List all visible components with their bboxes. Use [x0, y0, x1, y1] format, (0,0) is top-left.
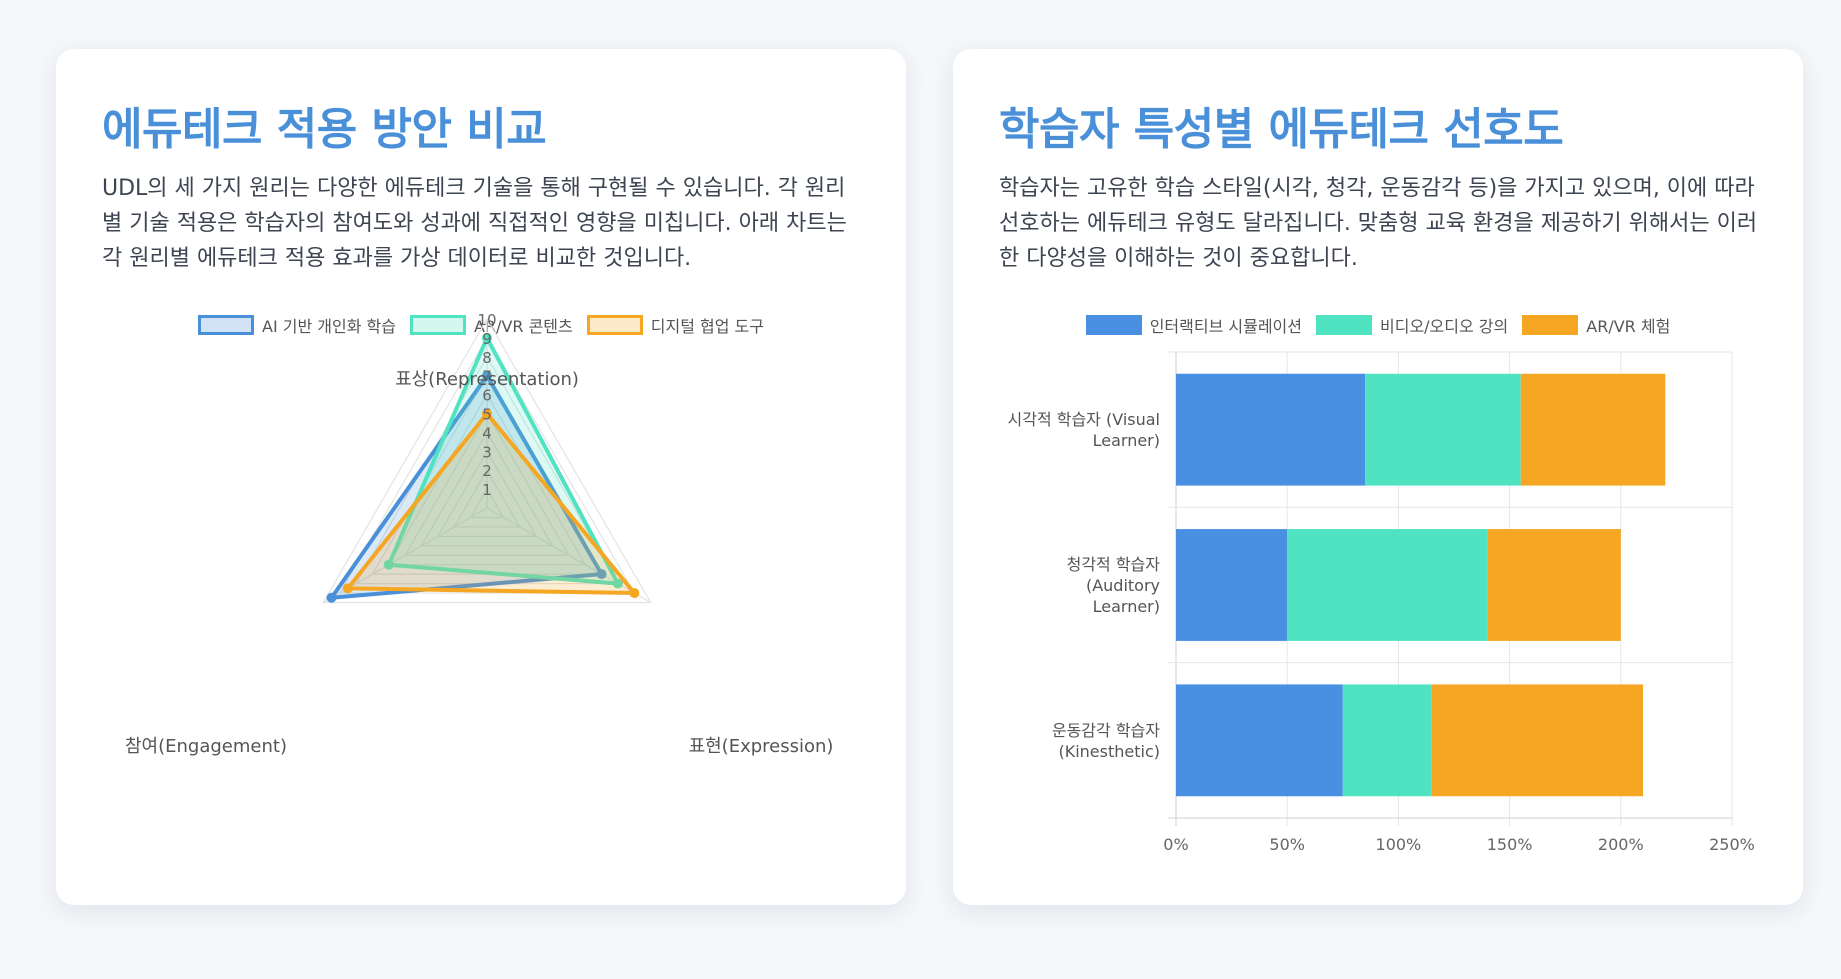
- radar-tick-label: 4: [482, 424, 492, 442]
- legend-item[interactable]: 인터랙티브 시뮬레이션: [1085, 313, 1302, 337]
- bar-card-title: 학습자 특성별 에듀테크 선호도: [999, 104, 1564, 155]
- radar-point: [342, 583, 353, 594]
- legend-swatch: [1522, 315, 1579, 335]
- y-category-label-line: (Auditory: [1086, 576, 1160, 595]
- y-category-label-line: Learner): [1093, 431, 1160, 450]
- legend-item[interactable]: 디지털 협업 도구: [586, 313, 764, 337]
- bar-legend: 인터랙티브 시뮬레이션 비디오/오디오 강의 AR/VR 체험: [953, 313, 1803, 337]
- radar-card: 에듀테크 적용 방안 비교 UDL의 세 가지 원리는 다양한 에듀테크 기술을…: [56, 49, 906, 905]
- radar-point: [482, 408, 492, 419]
- radar-axis-labels: 표상(Representation) 표현(Expression) 참여(Engag…: [125, 369, 833, 757]
- legend-label: AR/VR 체험: [1586, 317, 1671, 336]
- legend-swatch: [198, 315, 255, 335]
- radar-card-title: 에듀테크 적용 방안 비교: [102, 104, 547, 155]
- y-category-label-line: 시각적 학습자 (Visual: [1008, 410, 1161, 429]
- y-category-label-line: Learner): [1093, 597, 1160, 616]
- bar-segment: [1431, 684, 1644, 797]
- y-category-label-line: 운동감각 학습자: [1052, 721, 1160, 740]
- radar-axis-label: 표상(Representation): [395, 369, 579, 390]
- bar-segment: [1176, 529, 1288, 641]
- x-tick-label: 50%: [1269, 835, 1305, 854]
- bar-card: 학습자 특성별 에듀테크 선호도 학습자는 고유한 학습 스타일(시각, 청각,…: [953, 49, 1803, 905]
- legend-swatch: [586, 315, 643, 335]
- legend-label: 비디오/오디오 강의: [1380, 317, 1509, 336]
- radar-axis-label: 참여(Engagement): [125, 736, 287, 757]
- y-category-label: 시각적 학습자 (Visual Learner): [1008, 410, 1161, 450]
- stacked-bar-chart: 0% 50% 100% 150% 200% 250% 시각적 학습자 (Visual Lear…: [1008, 351, 1755, 854]
- legend-swatch: [1085, 315, 1142, 335]
- radar-point: [596, 569, 607, 580]
- legend-swatch: [1316, 315, 1372, 335]
- radar-series-area: [345, 411, 637, 596]
- x-tick-label: 0%: [1163, 835, 1188, 854]
- y-category-label: 청각적 학습자 (Auditory Learner): [1067, 555, 1161, 616]
- radar-tick-label: 8: [482, 349, 492, 367]
- legend-label: 디지털 협업 도구: [650, 317, 764, 336]
- legend-item[interactable]: AR/VR 콘텐츠: [409, 313, 573, 337]
- bar-segment: [1176, 684, 1343, 797]
- radar-spoke: [486, 507, 651, 604]
- radar-grid-ring: [338, 336, 636, 594]
- radar-point: [482, 332, 492, 343]
- radar-point: [629, 588, 640, 599]
- x-tick-label: 150%: [1487, 835, 1533, 854]
- bar-segment: [1176, 373, 1366, 486]
- radar-tick-label: 9: [482, 330, 492, 348]
- bar-segment: [1365, 373, 1521, 486]
- radar-grid-ring: [469, 487, 505, 519]
- bar-segment: [1487, 529, 1621, 641]
- radar-grid-ring: [404, 412, 570, 556]
- legend-item[interactable]: AI 기반 개인화 학습: [198, 313, 396, 337]
- radar-point: [612, 578, 623, 589]
- legend-label: AR/VR 콘텐츠: [473, 317, 573, 336]
- radar-axis-label: 표현(Expression): [689, 736, 834, 757]
- x-tick-label: 200%: [1598, 835, 1644, 854]
- x-tick-label: 250%: [1709, 835, 1755, 854]
- radar-point: [482, 370, 492, 381]
- y-category-label-line: (Kinesthetic): [1058, 742, 1160, 761]
- bar-segment: [1287, 529, 1488, 641]
- radar-tick-label: 6: [482, 387, 492, 405]
- legend-label: 인터랙티브 시뮬레이션: [1149, 317, 1302, 336]
- radar-point: [383, 559, 394, 570]
- radar-grid-ring: [453, 469, 521, 528]
- radar-series: [383, 332, 623, 589]
- bar-segment: [1520, 373, 1666, 486]
- radar-card-description: UDL의 세 가지 원리는 다양한 에듀테크 기술을 통해 구현될 수 있습니다…: [102, 176, 847, 271]
- radar-grid-ring: [420, 431, 554, 547]
- radar-chart: 12345678910표상(Representation)표현(Expressi…: [125, 311, 833, 757]
- bar-card-description: 학습자는 고유한 학습 스타일(시각, 청각, 운동감각 등)을 가지고 있으며…: [999, 176, 1758, 271]
- radar-point: [326, 592, 337, 603]
- radar-grid-ring: [322, 317, 652, 604]
- radar-tick-label: 1: [482, 481, 492, 499]
- radar-tick-label: 7: [482, 368, 492, 386]
- radar-tick-label: 2: [482, 462, 492, 480]
- radar-series: [342, 408, 640, 599]
- radar-tick-label: 10: [477, 311, 496, 329]
- radar-tick-label: 5: [482, 406, 492, 424]
- radar-tick-label: 3: [482, 443, 492, 461]
- legend-item[interactable]: AR/VR 체험: [1522, 313, 1670, 337]
- bar-segment: [1342, 684, 1432, 797]
- radar-legend: AI 기반 개인화 학습 AR/VR 콘텐츠 디지털 협업 도구: [56, 313, 906, 337]
- radar-grid-ring: [387, 393, 587, 566]
- y-category-label-line: 청각적 학습자: [1067, 555, 1161, 574]
- x-tick-label: 100%: [1376, 835, 1422, 854]
- legend-label: AI 기반 개인화 학습: [262, 317, 396, 336]
- radar-grid-ring: [436, 450, 538, 537]
- radar-series-area: [386, 335, 620, 586]
- y-category-label: 운동감각 학습자 (Kinesthetic): [1052, 721, 1160, 761]
- legend-item[interactable]: 비디오/오디오 강의: [1316, 313, 1508, 337]
- legend-swatch: [409, 315, 466, 335]
